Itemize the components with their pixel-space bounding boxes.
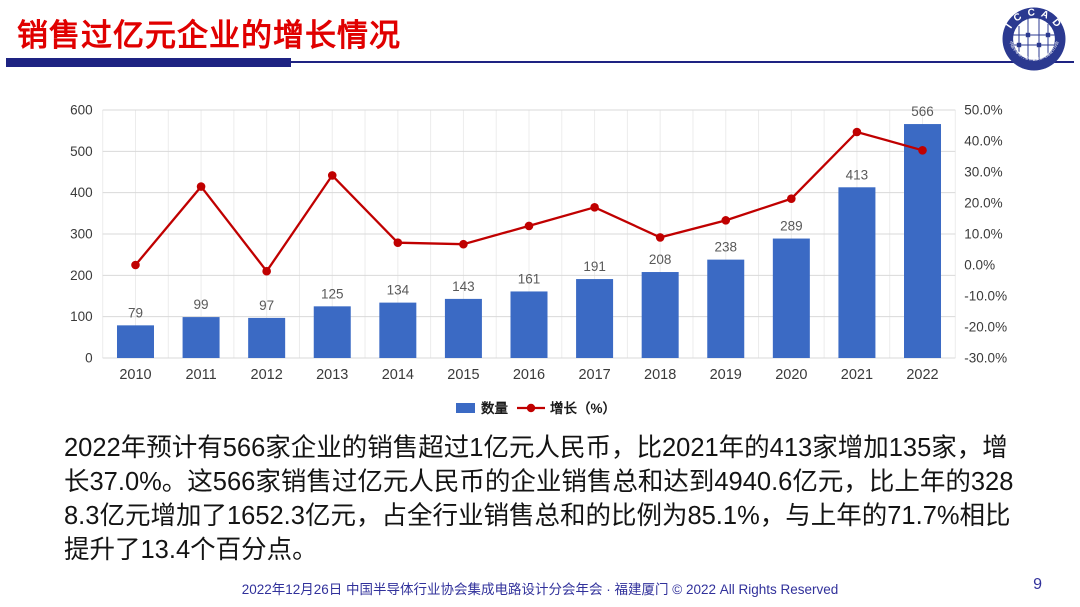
- bar-value-label-2010: 79: [128, 305, 143, 320]
- line-marker-2013: [327, 171, 337, 180]
- line-marker-2012: [262, 266, 271, 276]
- line-marker-2022: [918, 146, 927, 155]
- x-label-2010: 2010: [119, 367, 151, 383]
- bar-2019: [707, 259, 745, 358]
- combo-chart: 600 500 400 300 200 100 0 50.0% 40.0% 30.0% 20.0% 1…: [0, 95, 1080, 425]
- y-left-tick: 100: [70, 309, 93, 324]
- bar-value-label-2019: 238: [714, 240, 737, 255]
- x-label-2011: 2011: [185, 367, 216, 383]
- y-right-tick: 50.0%: [964, 103, 1002, 118]
- x-label-2015: 2015: [447, 367, 479, 383]
- bar-2018: [641, 272, 679, 358]
- y-left-tick: 0: [85, 351, 93, 366]
- x-label-2012: 2012: [251, 367, 283, 383]
- y-right-tick: 30.0%: [964, 165, 1002, 180]
- bar-2012: [248, 317, 286, 358]
- line-marker-2014: [393, 238, 403, 247]
- logo-inner-outline: [1011, 16, 1057, 62]
- title-underline-thin: [291, 61, 1074, 63]
- bar-value-label-2018: 208: [649, 252, 672, 267]
- y-right-tick: -20.0%: [964, 320, 1007, 335]
- y-left-tick: 300: [70, 227, 93, 242]
- bar-2016: [510, 291, 548, 358]
- bar-2022: [904, 124, 942, 358]
- y-right-tick: 0.0%: [964, 258, 995, 273]
- bar-2017: [576, 279, 614, 358]
- bar-2021: [838, 187, 876, 358]
- legend-line-label: 增长（%）: [550, 400, 616, 416]
- x-label-2016: 2016: [513, 367, 545, 383]
- slide-title: 销售过亿元企业的增长情况: [17, 18, 401, 53]
- line-marker-2015: [459, 239, 468, 249]
- x-label-2022: 2022: [906, 367, 938, 383]
- legend-bar-label: 数量: [481, 400, 508, 416]
- bar-value-label-2016: 161: [518, 271, 541, 286]
- iccad-logo-svg: I C C A D 中国半导体行业协会集成电路设计分会: [1002, 7, 1066, 71]
- bar-value-label-2012: 97: [259, 298, 274, 313]
- y-left-tick: 600: [70, 103, 93, 118]
- title-underline-thick: [6, 58, 291, 67]
- footer-credit: 2022年12月26日 中国半导体行业协会集成电路设计分会年会 · 福建厦门 ©…: [241, 582, 839, 597]
- line-marker-2017: [590, 203, 599, 212]
- x-label-2017: 2017: [578, 367, 610, 383]
- iccad-logo: I C C A D 中国半导体行业协会集成电路设计分会: [1001, 5, 1067, 78]
- x-label-2014: 2014: [382, 367, 414, 383]
- x-label-2013: 2013: [316, 367, 348, 383]
- bar-value-label-2014: 134: [387, 283, 410, 298]
- line-marker-2016: [524, 221, 534, 231]
- y-left-tick: 500: [70, 144, 93, 159]
- bar-2011: [182, 317, 220, 358]
- combo-chart-svg: 600 500 400 300 200 100 0 50.0% 40.0% 30.0% 20.0% 1…: [70, 103, 1007, 417]
- x-label-2019: 2019: [710, 367, 742, 383]
- line-marker-2010: [131, 260, 140, 270]
- y-right-tick: 40.0%: [964, 134, 1002, 149]
- bar-2015: [444, 298, 482, 358]
- legend-bar-swatch: [456, 403, 475, 413]
- x-label-2018: 2018: [644, 367, 676, 383]
- bar-value-label-2022: 566: [911, 104, 934, 119]
- y-right-tick: -30.0%: [964, 351, 1007, 366]
- x-label-2021: 2021: [841, 367, 873, 383]
- bar-2020: [772, 238, 810, 358]
- bar-2014: [379, 302, 417, 358]
- line-marker-2011: [196, 182, 206, 191]
- line-marker-2020: [787, 194, 796, 203]
- logo-chip-pads: [1016, 32, 1051, 48]
- page-number: 9: [1033, 576, 1042, 593]
- line-marker-2019: [721, 216, 731, 225]
- y-right-tick: -10.0%: [964, 289, 1007, 304]
- bar-value-label-2020: 289: [780, 219, 803, 234]
- bar-value-label-2015: 143: [452, 279, 475, 294]
- bar-value-label-2017: 191: [583, 259, 606, 274]
- legend-line-marker: [526, 403, 536, 413]
- bar-2010: [116, 325, 154, 358]
- body-paragraph: 2022年预计有566家企业的销售超过1亿元人民币，比2021年的413家增加1…: [64, 434, 1014, 564]
- bar-value-label-2011: 99: [194, 297, 209, 312]
- bar-value-label-2013: 125: [321, 286, 344, 301]
- x-label-2020: 2020: [775, 367, 807, 383]
- logo-inner-disc: [1012, 17, 1056, 61]
- line-marker-2021: [852, 127, 862, 137]
- y-left-tick: 200: [70, 268, 93, 283]
- y-right-tick: 20.0%: [964, 196, 1002, 211]
- y-right-tick: 10.0%: [964, 227, 1002, 242]
- line-marker-2018: [655, 233, 665, 242]
- y-left-tick: 400: [70, 185, 93, 200]
- bar-2013: [313, 306, 351, 358]
- bar-value-label-2021: 413: [846, 167, 869, 182]
